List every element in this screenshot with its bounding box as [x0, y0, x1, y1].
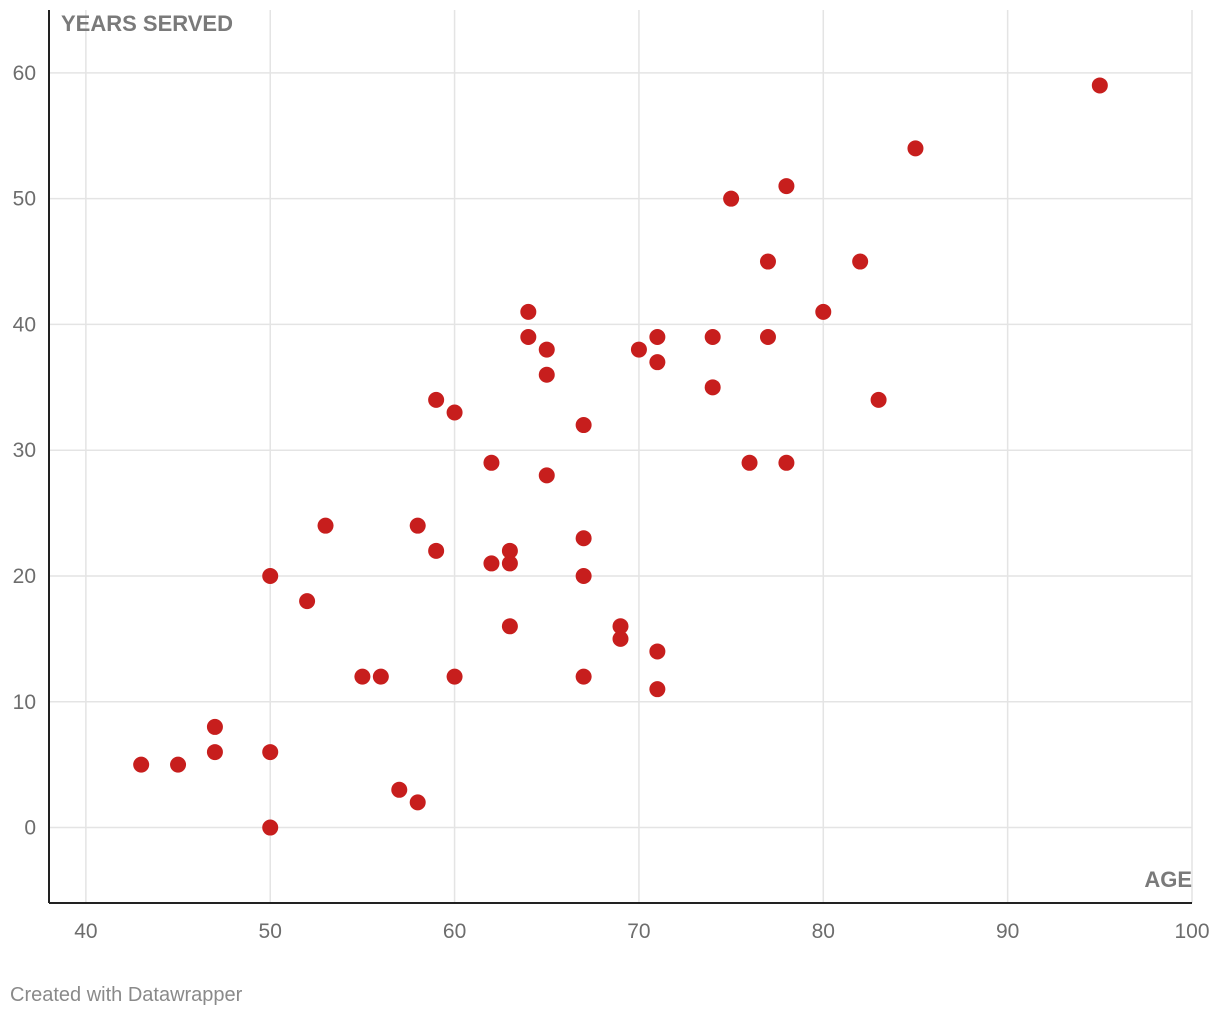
x-grid-lines	[85, 10, 1193, 903]
x-tick-label-60: 60	[443, 920, 466, 943]
footer-credit: Created with Datawrapper	[10, 984, 243, 1006]
data-point-32	[612, 618, 629, 635]
y-tick-label-10: 10	[13, 691, 36, 714]
data-point-45	[778, 178, 795, 195]
data-point-19	[483, 555, 500, 572]
y-axis-title: YEARS SERVED	[61, 11, 233, 36]
data-point-21	[501, 555, 518, 572]
data-point-30	[575, 567, 592, 584]
x-tick-label-70: 70	[627, 920, 650, 943]
data-point-7	[299, 593, 316, 610]
y-tick-label-0: 0	[24, 817, 36, 840]
x-tick-label-100: 100	[1174, 920, 1209, 943]
y-tick-label-50: 50	[13, 188, 36, 211]
data-point-46	[778, 454, 795, 471]
data-point-49	[870, 391, 887, 408]
x-tick-labels: 40 50 60 70 80 90 100	[74, 920, 1209, 943]
data-point-16	[446, 404, 463, 421]
y-tick-label-40: 40	[13, 313, 36, 336]
x-tick-label-50: 50	[259, 920, 282, 943]
data-point-26	[538, 366, 555, 383]
data-point-36	[649, 354, 666, 371]
data-point-22	[501, 618, 518, 635]
data-point-50	[907, 140, 924, 157]
y-tick-labels: 0 10 20 30 40 50 60	[13, 62, 36, 840]
data-point-11	[391, 781, 408, 798]
data-point-38	[649, 681, 666, 698]
y-tick-label-60: 60	[13, 62, 36, 85]
x-tick-label-90: 90	[996, 920, 1019, 943]
data-point-1	[170, 756, 187, 773]
x-tick-label-40: 40	[74, 920, 97, 943]
data-point-44	[759, 329, 776, 346]
data-point-4	[262, 567, 279, 584]
data-point-8	[317, 517, 334, 534]
data-point-2	[206, 718, 223, 735]
data-point-27	[538, 467, 555, 484]
data-points	[133, 77, 1108, 836]
data-point-13	[409, 794, 426, 811]
x-tick-label-80: 80	[812, 920, 835, 943]
data-point-20	[501, 542, 518, 559]
data-point-10	[372, 668, 389, 685]
data-point-33	[612, 630, 629, 647]
y-tick-label-20: 20	[13, 565, 36, 588]
data-point-34	[630, 341, 647, 358]
data-point-5	[262, 744, 279, 761]
data-point-31	[575, 668, 592, 685]
data-point-0	[133, 756, 150, 773]
data-point-48	[852, 253, 869, 270]
data-point-18	[483, 454, 500, 471]
data-point-17	[446, 668, 463, 685]
data-point-15	[428, 542, 445, 559]
data-point-39	[704, 329, 721, 346]
data-point-51	[1091, 77, 1108, 94]
data-point-28	[575, 417, 592, 434]
data-point-37	[649, 643, 666, 660]
data-point-14	[428, 391, 445, 408]
y-tick-label-30: 30	[13, 439, 36, 462]
data-point-24	[520, 329, 537, 346]
data-point-42	[741, 454, 758, 471]
data-point-35	[649, 329, 666, 346]
data-point-43	[759, 253, 776, 270]
data-point-29	[575, 530, 592, 547]
data-point-40	[704, 379, 721, 396]
data-point-3	[206, 744, 223, 761]
data-point-23	[520, 303, 537, 320]
x-axis-title: AGE	[1144, 867, 1192, 892]
data-point-12	[409, 517, 426, 534]
data-point-47	[815, 303, 832, 320]
data-point-6	[262, 819, 279, 836]
data-point-41	[723, 190, 740, 207]
y-grid-lines	[49, 72, 1192, 829]
data-point-9	[354, 668, 371, 685]
data-point-25	[538, 341, 555, 358]
